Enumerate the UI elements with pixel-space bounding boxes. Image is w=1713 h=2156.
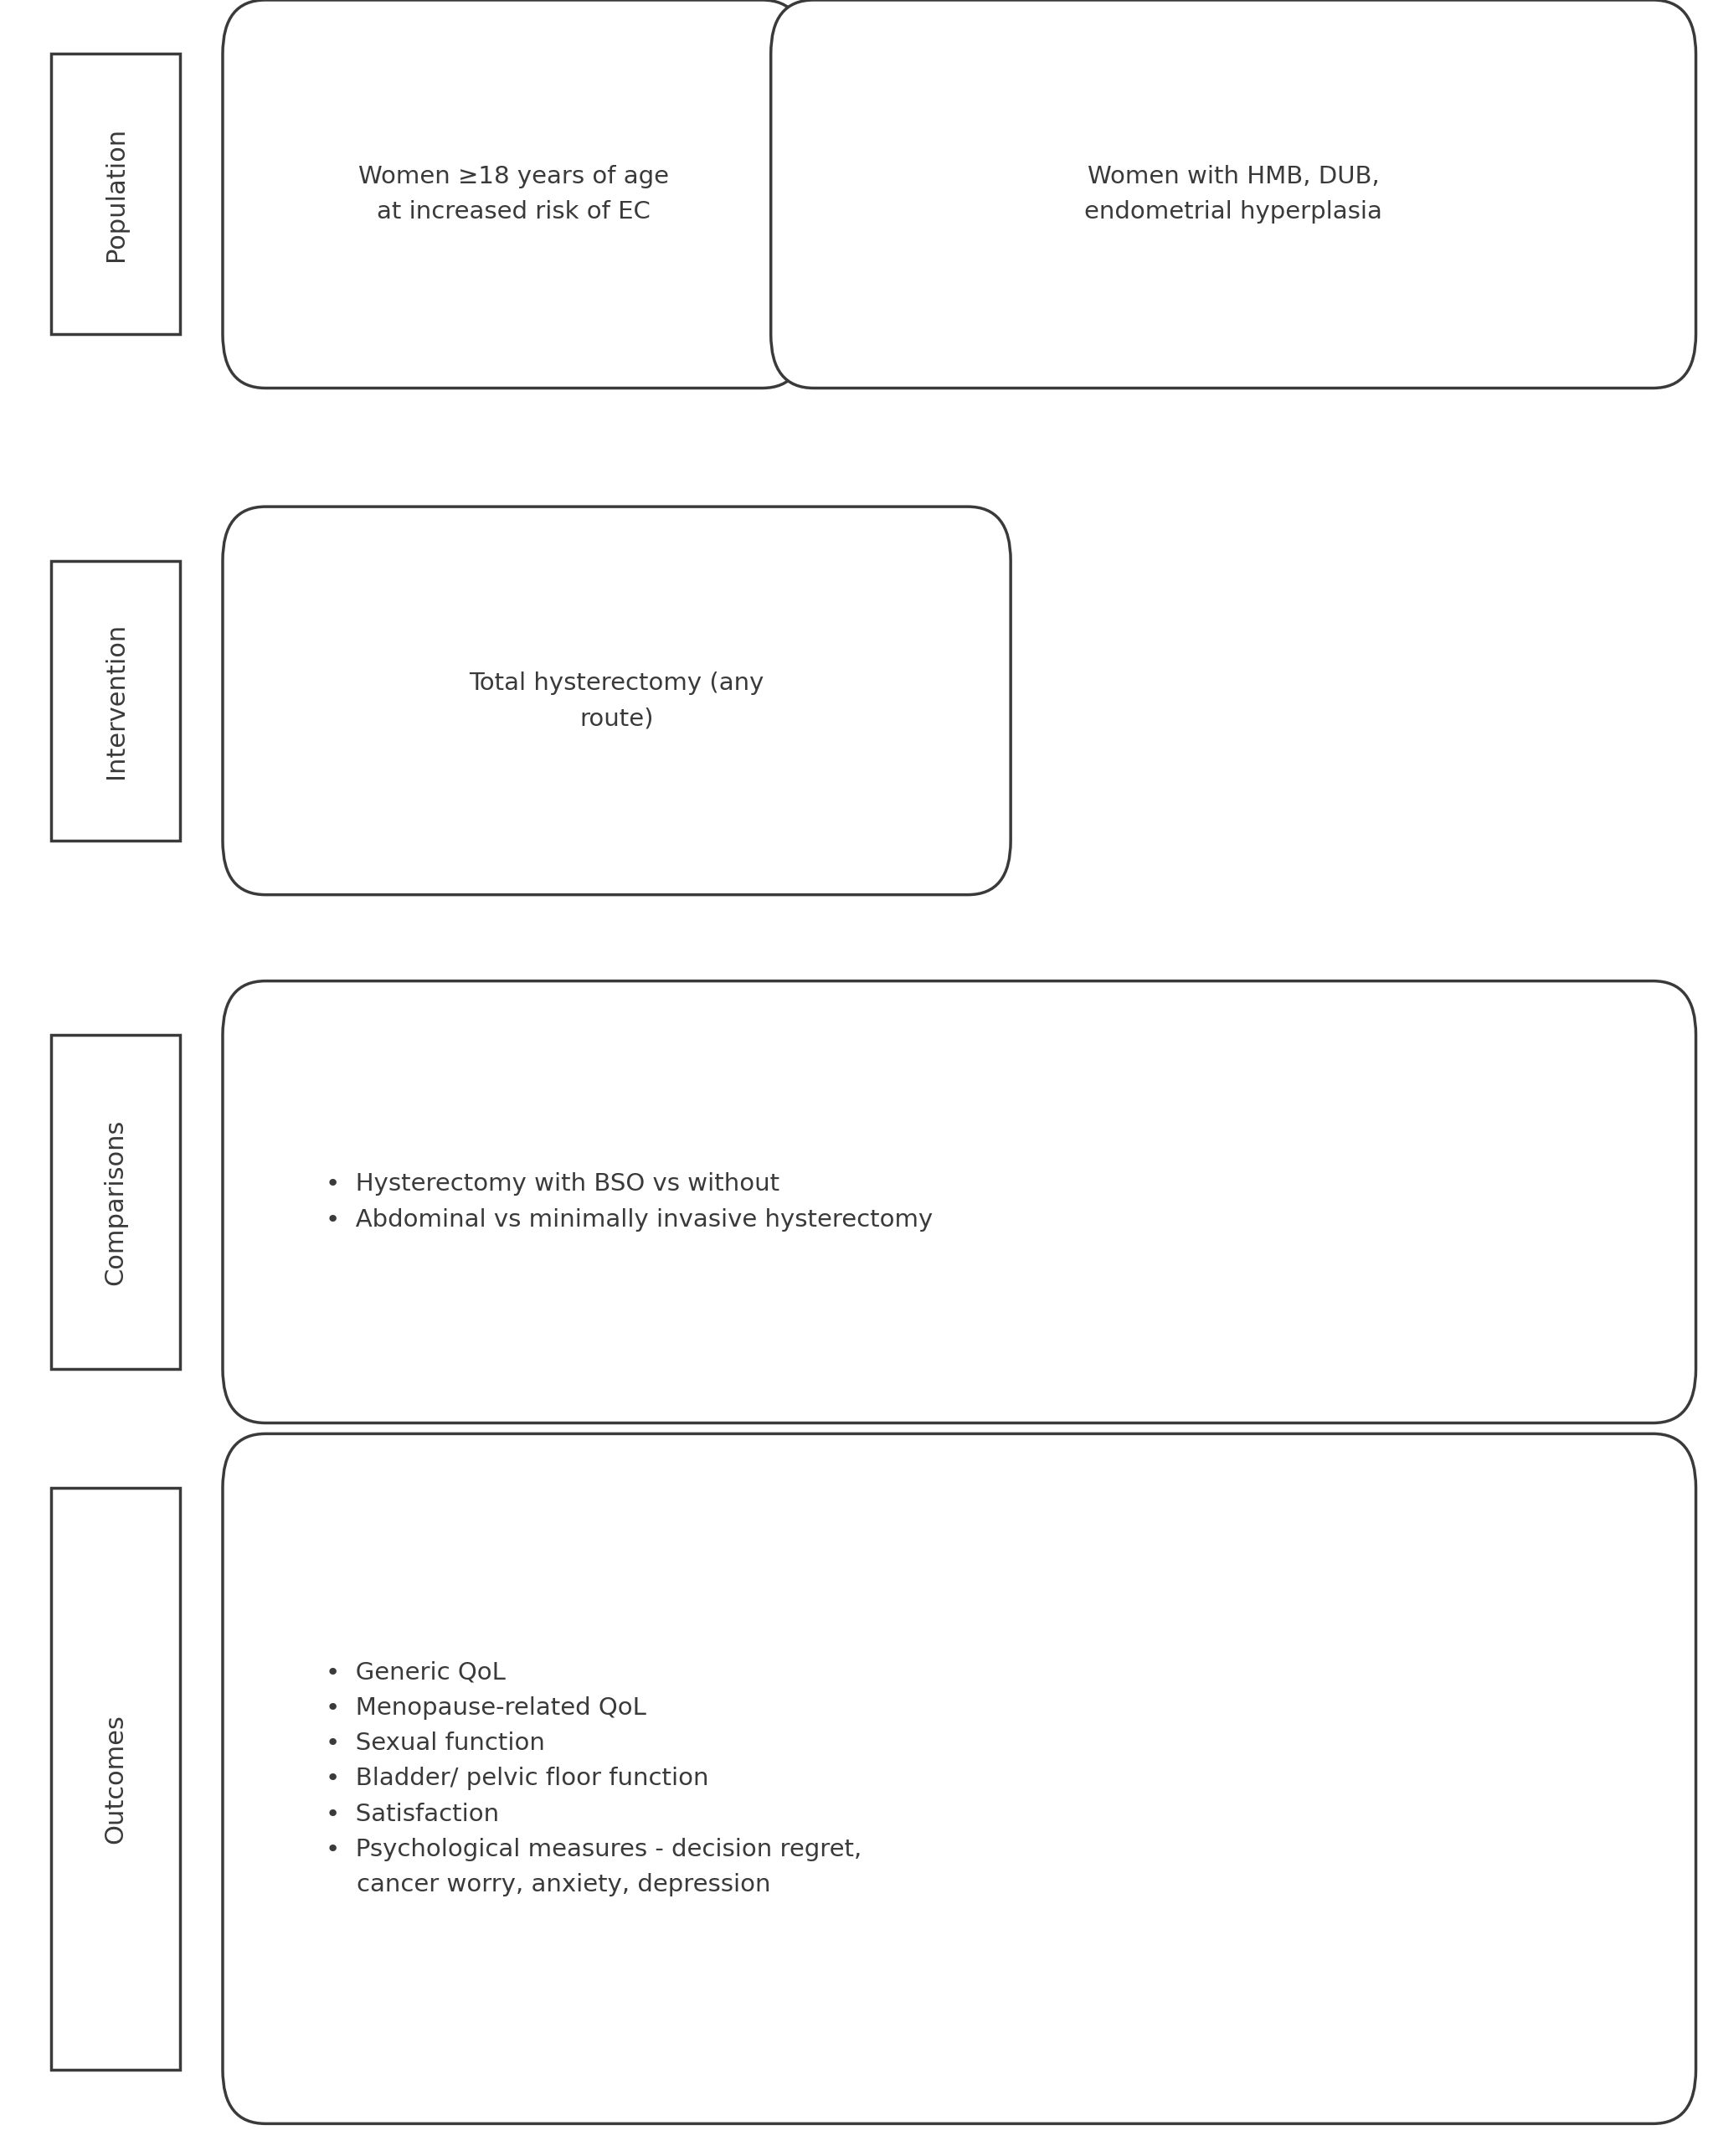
Bar xyxy=(51,1488,180,2070)
Text: Outcomes: Outcomes xyxy=(103,1714,128,1843)
FancyBboxPatch shape xyxy=(223,507,1011,895)
Text: •  Generic QoL
•  Menopause-related QoL
•  Sexual function
•  Bladder/ pelvic fl: • Generic QoL • Menopause-related QoL • … xyxy=(325,1660,862,1897)
Bar xyxy=(51,1035,180,1369)
Text: Women ≥18 years of age
at increased risk of EC: Women ≥18 years of age at increased risk… xyxy=(358,164,670,224)
Text: Intervention: Intervention xyxy=(103,623,128,778)
Text: Total hysterectomy (any
route): Total hysterectomy (any route) xyxy=(469,671,764,731)
FancyBboxPatch shape xyxy=(223,1434,1696,2124)
Text: Population: Population xyxy=(103,127,128,261)
Text: Women with HMB, DUB,
endometrial hyperplasia: Women with HMB, DUB, endometrial hyperpl… xyxy=(1084,164,1382,224)
FancyBboxPatch shape xyxy=(223,981,1696,1423)
Bar xyxy=(51,54,180,334)
FancyBboxPatch shape xyxy=(223,0,805,388)
Text: Comparisons: Comparisons xyxy=(103,1119,128,1285)
FancyBboxPatch shape xyxy=(771,0,1696,388)
Text: •  Hysterectomy with BSO vs without
•  Abdominal vs minimally invasive hysterect: • Hysterectomy with BSO vs without • Abd… xyxy=(325,1173,932,1231)
Bar xyxy=(51,561,180,841)
